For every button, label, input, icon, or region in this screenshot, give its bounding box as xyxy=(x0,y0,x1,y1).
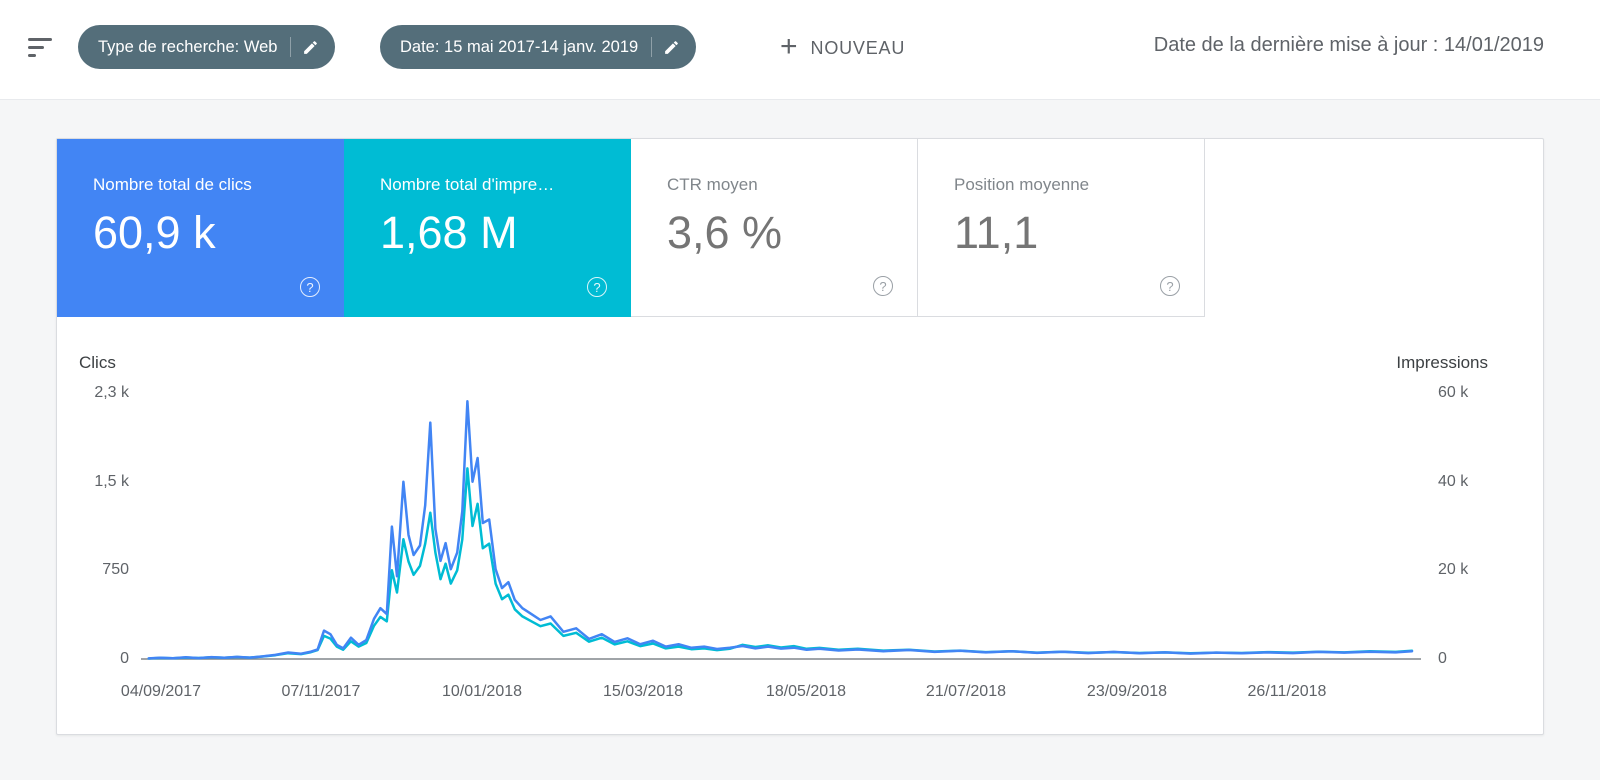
performance-card: Nombre total de clics 60,9 k ? Nombre to… xyxy=(56,138,1544,735)
axis-tick-label: 0 xyxy=(1438,650,1447,667)
axis-tick-label: 18/05/2018 xyxy=(765,683,846,700)
metric-tiles-row: Nombre total de clics 60,9 k ? Nombre to… xyxy=(57,139,1543,317)
date-range-chip[interactable]: Date: 15 mai 2017-14 janv. 2019 xyxy=(380,25,697,69)
metric-title: Nombre total d'impre… xyxy=(380,175,555,194)
performance-chart[interactable] xyxy=(141,393,1421,663)
help-icon[interactable]: ? xyxy=(1160,276,1180,296)
axis-tick-label: 10/01/2018 xyxy=(441,683,523,700)
axis-tick-label: 21/07/2018 xyxy=(925,683,1006,700)
axis-tick-label: 23/09/2018 xyxy=(1086,683,1168,700)
axis-tick-label: 15/03/2018 xyxy=(602,683,684,700)
metric-title: Position moyenne xyxy=(954,175,1090,194)
metric-title: Nombre total de clics xyxy=(93,175,252,194)
left-axis-title: Clics xyxy=(79,353,116,372)
search-type-chip-label: Type de recherche: Web xyxy=(98,37,278,56)
right-axis-title: Impressions xyxy=(1396,353,1488,372)
chart-section: Clics Impressions 0 750 1,5 k 2,3 k 0 20 k 40… xyxy=(57,317,1545,736)
axis-tick-label: 2,3 k xyxy=(94,384,129,401)
help-icon[interactable]: ? xyxy=(873,276,893,296)
date-range-chip-label: Date: 15 mai 2017-14 janv. 2019 xyxy=(400,37,639,56)
top-bar: Type de recherche: Web Date: 15 mai 2017… xyxy=(0,0,1600,100)
metric-tile-average-position[interactable]: Position moyenne 11,1 ? xyxy=(918,139,1205,317)
metric-tile-average-ctr[interactable]: CTR moyen 3,6 % ? xyxy=(631,139,918,317)
axis-tick-label: 40 k xyxy=(1438,472,1469,490)
filter-list-icon[interactable] xyxy=(28,38,54,62)
axis-tick-label: 20 k xyxy=(1438,561,1469,579)
new-filter-label: NOUVEAU xyxy=(810,37,906,58)
axis-tick-label: 07/11/2017 xyxy=(281,683,361,700)
metric-value: 1,68 M xyxy=(380,207,518,258)
search-type-chip[interactable]: Type de recherche: Web xyxy=(78,25,336,69)
edit-pencil-icon[interactable] xyxy=(663,39,680,56)
edit-pencil-icon[interactable] xyxy=(302,39,319,56)
help-icon[interactable]: ? xyxy=(587,277,607,297)
metric-value: 60,9 k xyxy=(93,207,216,258)
chip-divider xyxy=(651,37,653,57)
new-filter-button[interactable]: + NOUVEAU xyxy=(780,28,905,66)
help-icon[interactable]: ? xyxy=(300,277,320,297)
axis-tick-label: 750 xyxy=(102,561,129,579)
axis-tick-label: 26/11/2018 xyxy=(1247,683,1327,700)
metric-title: CTR moyen xyxy=(667,175,758,194)
metric-tile-total-clicks[interactable]: Nombre total de clics 60,9 k ? xyxy=(57,139,344,317)
plus-icon: + xyxy=(780,30,798,63)
axis-tick-label: 60 k xyxy=(1438,384,1469,401)
axis-tick-label: 04/09/2017 xyxy=(120,683,201,700)
metric-value: 11,1 xyxy=(954,207,1039,258)
metric-tile-total-impressions[interactable]: Nombre total d'impre… 1,68 M ? xyxy=(344,139,631,317)
chip-divider xyxy=(290,37,292,57)
series-line-clics xyxy=(147,400,1414,660)
metric-value: 3,6 % xyxy=(667,207,783,258)
last-update-text: Date de la dernière mise à jour : 14/01/… xyxy=(1153,34,1544,56)
axis-tick-label: 0 xyxy=(120,650,129,667)
series-line-impressions xyxy=(147,467,1414,660)
axis-tick-label: 1,5 k xyxy=(94,472,129,490)
